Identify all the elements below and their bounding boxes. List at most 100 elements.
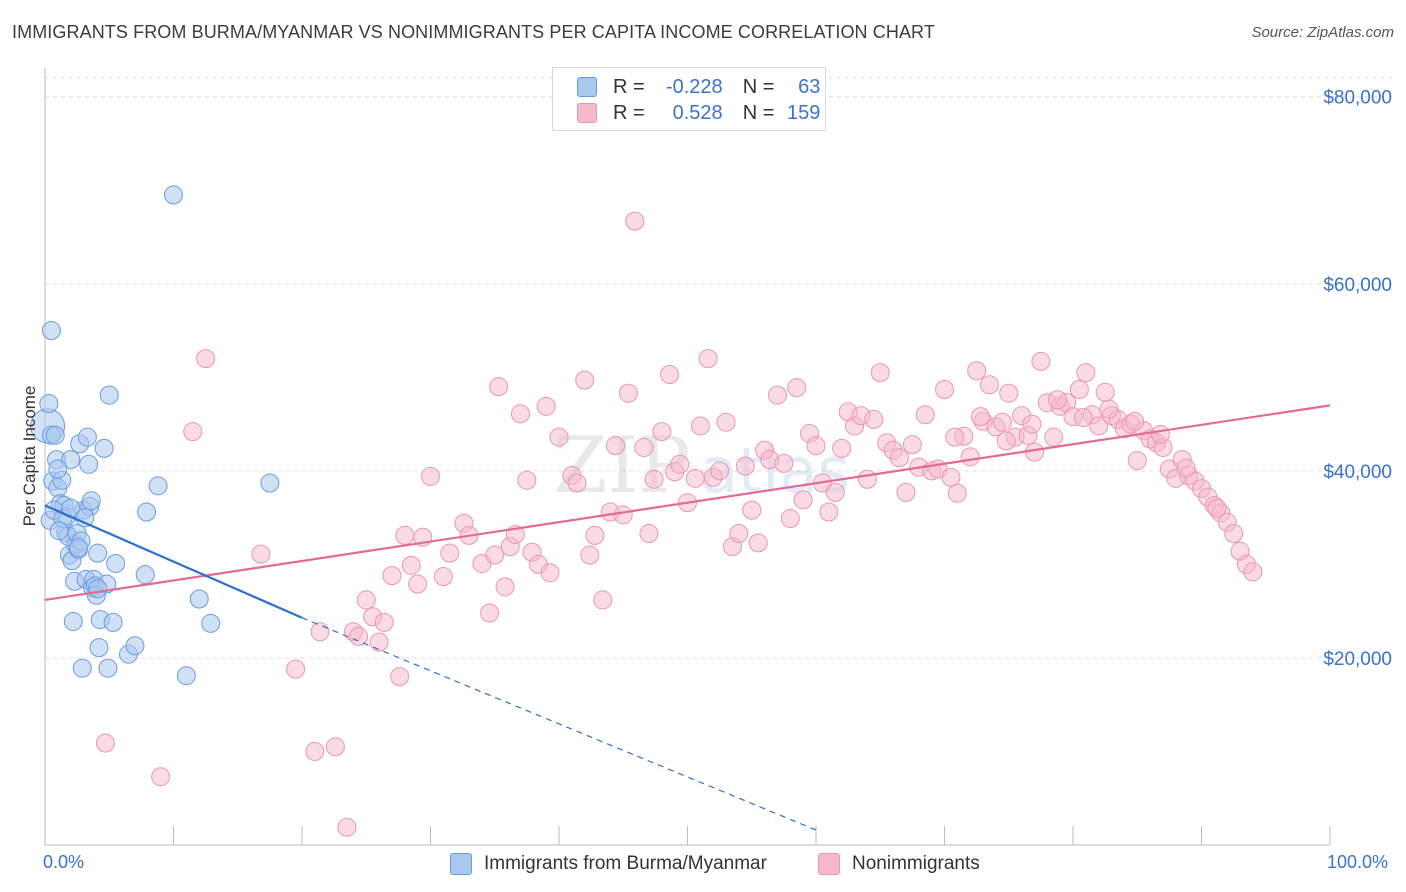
nonimmigrants-point: [433, 567, 453, 587]
y-tick-label: $80,000: [1323, 88, 1392, 109]
nonimmigrants-point: [710, 461, 730, 481]
nonimmigrants-point: [536, 396, 556, 416]
nonimmigrants-point: [251, 544, 271, 564]
nonimmigrants-point: [996, 431, 1016, 451]
nonimmigrants-point: [1095, 382, 1115, 402]
burma-point: [94, 438, 114, 458]
nonimmigrants-point: [618, 383, 638, 403]
burma-point: [49, 521, 69, 541]
nonimmigrants-point: [819, 502, 839, 522]
nonimmigrants-point: [196, 349, 216, 369]
nonimmigrants-point: [832, 438, 852, 458]
nonimmigrants-point: [593, 590, 613, 610]
nonimmigrants-point: [960, 447, 980, 467]
burma-point: [81, 491, 101, 511]
burma-point: [88, 579, 108, 599]
burma-point: [63, 611, 83, 631]
nonimmigrants-point: [408, 574, 428, 594]
nonimmigrants-point: [967, 361, 987, 381]
nonimmigrants-trend-line: [44, 404, 1331, 602]
nonimmigrants-point: [670, 454, 690, 474]
nonimmigrants-point: [390, 667, 410, 687]
burma-point: [79, 454, 99, 474]
nonimmigrants-point: [310, 622, 330, 642]
nonimmigrants-point: [634, 437, 654, 457]
nonimmigrants-point: [374, 612, 394, 632]
nonimmigrants-point: [485, 545, 505, 565]
legend-row-burma: R = -0.228 N = 63: [577, 75, 820, 99]
nonimmigrants-point: [151, 767, 171, 787]
nonimmigrants-point: [1031, 351, 1051, 371]
nonimmigrants-point: [421, 466, 440, 486]
nonimmigrants-point: [440, 543, 460, 563]
nonimmigrants-point: [337, 817, 357, 837]
burma-point: [88, 543, 108, 563]
axes: [44, 68, 1331, 846]
nonimmigrants-point: [495, 577, 515, 597]
legend-swatch-blue: [577, 77, 597, 97]
x-tick-label-min: 0.0%: [43, 852, 85, 872]
nonimmigrants-point: [947, 483, 967, 503]
nonimmigrants-point: [870, 363, 890, 383]
legend-swatch-pink: [818, 853, 840, 875]
nonimmigrants-point: [735, 456, 755, 476]
nonimmigrants-point: [567, 473, 587, 493]
nonimmigrants-point: [95, 733, 115, 753]
burma-point: [48, 459, 68, 479]
nonimmigrants-point: [1207, 498, 1227, 518]
nonimmigrants-point: [549, 427, 569, 447]
nonimmigrants-points: [95, 211, 1263, 837]
nonimmigrants-point: [1099, 399, 1119, 419]
nonimmigrants-point: [1243, 562, 1263, 582]
nonimmigrants-point: [1048, 390, 1068, 410]
legend-item-nonimmigrants: Nonimmigrants: [818, 851, 980, 877]
nonimmigrants-point: [652, 422, 672, 442]
nonimmigrants-point: [1224, 524, 1244, 544]
nonimmigrants-point: [857, 469, 877, 489]
nonimmigrants-point: [540, 563, 560, 583]
nonimmigrants-point: [489, 377, 509, 397]
burma-point: [68, 538, 88, 558]
r-value-burma: -0.228: [665, 75, 723, 98]
nonimmigrants-point: [890, 448, 910, 468]
burma-point: [125, 636, 145, 656]
burma-point: [103, 612, 123, 632]
nonimmigrants-point: [580, 545, 600, 565]
r-label: R =: [613, 101, 645, 124]
nonimmigrants-point: [1073, 408, 1093, 428]
nonimmigrants-point: [575, 370, 595, 390]
burma-point: [176, 666, 196, 686]
nonimmigrants-point: [979, 375, 999, 395]
burma-point: [61, 450, 81, 470]
nonimmigrants-point: [787, 378, 807, 398]
y-tick-label: $60,000: [1323, 275, 1392, 296]
burma-point: [164, 185, 183, 205]
nonimmigrants-point: [606, 436, 626, 456]
burma-point: [106, 553, 126, 573]
legend-swatch-blue: [450, 853, 472, 875]
chart-source: Source: ZipAtlas.com: [1251, 24, 1394, 41]
burma-point: [45, 425, 65, 445]
legend-swatch-pink: [577, 103, 597, 123]
y-tick-labels: $20,000 $40,000 $60,000 $80,000: [1323, 88, 1392, 670]
grid-lines: [45, 77, 1392, 659]
burma-point: [41, 321, 61, 341]
y-tick-label: $40,000: [1323, 462, 1392, 483]
burma-point: [99, 385, 119, 405]
y-axis-label: Per Capita Income: [20, 385, 39, 527]
nonimmigrants-point: [896, 482, 916, 502]
burma-point: [135, 565, 155, 585]
nonimmigrants-point: [305, 741, 325, 761]
nonimmigrants-point: [941, 467, 961, 487]
nonimmigrants-point: [183, 422, 203, 442]
legend-row-nonimmigrants: R = 0.528 N = 159: [577, 101, 820, 125]
nonimmigrants-point: [774, 453, 794, 473]
nonimmigrants-point: [902, 435, 922, 455]
nonimmigrants-point: [716, 412, 736, 432]
burma-point: [260, 473, 280, 493]
r-value-nonimmigrants: 0.528: [672, 101, 723, 124]
chart-title: IMMIGRANTS FROM BURMA/MYANMAR VS NONIMMI…: [12, 22, 935, 42]
x-tick-label-max: 100.0%: [1327, 852, 1389, 872]
nonimmigrants-point: [780, 509, 800, 529]
